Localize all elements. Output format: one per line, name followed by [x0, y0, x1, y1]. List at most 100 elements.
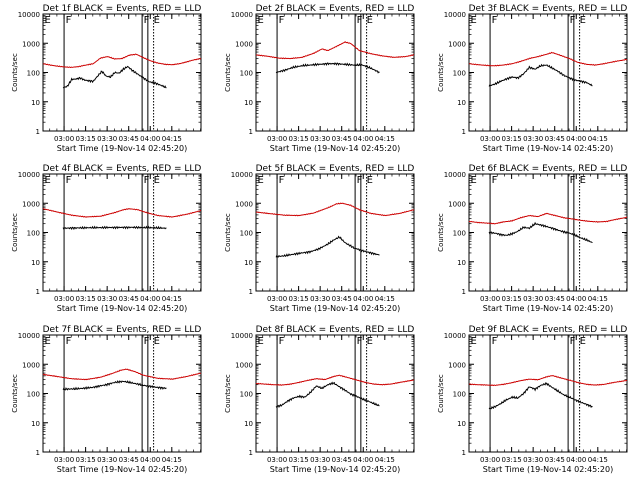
- x-tick-label: 03:15: [76, 456, 96, 464]
- x-tick-label: 03:45: [545, 135, 565, 143]
- event-marker-label: E: [45, 336, 51, 347]
- x-tick-label: 03:30: [310, 456, 330, 464]
- chart-title: Det 2f BLACK = Events, RED = LLD: [256, 4, 415, 14]
- y-tick-label: 1: [462, 449, 466, 457]
- event-marker-label: F: [570, 336, 576, 347]
- chart-title: Det 8f BLACK = Events, RED = LLD: [256, 325, 415, 335]
- events-series-line: [62, 380, 167, 391]
- y-tick-label: 1000: [22, 361, 40, 369]
- events-series-line: [62, 65, 167, 89]
- x-tick-label: 04:15: [588, 456, 608, 464]
- x-tick-label: 04:00: [140, 295, 160, 303]
- y-axis-label: Counts/sec: [437, 374, 445, 413]
- chart-panel-2: Det 2f BLACK = Events, RED = LLD 1 10 100 10…: [224, 4, 415, 153]
- event-marker-label: E: [580, 336, 586, 347]
- x-tick-label: 03:00: [480, 456, 500, 464]
- lld-series-line: [468, 375, 628, 387]
- chart-title: Det 7f BLACK = Events, RED = LLD: [43, 325, 202, 335]
- x-tick-label: 04:00: [353, 135, 373, 143]
- x-axis-label: Start Time (19-Nov-14 02:45:20): [57, 465, 187, 474]
- x-tick-label: 03:15: [76, 295, 96, 303]
- plot-frame: [42, 13, 202, 132]
- event-marker-label: F: [144, 336, 150, 347]
- plot-frame: [468, 13, 628, 132]
- x-tick-label: 03:00: [267, 295, 287, 303]
- x-tick-label: 03:15: [502, 456, 522, 464]
- x-tick-label: 03:00: [267, 135, 287, 143]
- event-marker-label: E: [367, 15, 373, 26]
- y-tick-label: 10: [244, 420, 253, 428]
- x-tick-label: 03:30: [97, 135, 117, 143]
- chart-title: Det 6f BLACK = Events, RED = LLD: [469, 164, 628, 174]
- y-tick-label: 1: [249, 288, 253, 296]
- x-axis-label: Start Time (19-Nov-14 02:45:20): [270, 304, 400, 313]
- event-marker-label: E: [471, 15, 477, 26]
- y-tick-label: 100: [27, 70, 40, 78]
- x-axis-label: Start Time (19-Nov-14 02:45:20): [57, 304, 187, 313]
- y-tick-label: 1: [36, 128, 40, 136]
- event-marker-label: F: [66, 175, 72, 186]
- event-marker-label: E: [258, 336, 264, 347]
- y-tick-label: 10000: [18, 171, 40, 179]
- x-axis-label: Start Time (19-Nov-14 02:45:20): [57, 144, 187, 153]
- x-tick-label: 03:45: [545, 295, 565, 303]
- x-tick-label: 03:45: [119, 135, 139, 143]
- event-marker-label: F: [144, 15, 150, 26]
- event-marker-label: E: [367, 175, 373, 186]
- x-tick-label: 03:30: [310, 135, 330, 143]
- x-tick-label: 03:45: [332, 135, 352, 143]
- y-tick-label: 1000: [448, 361, 466, 369]
- lld-series-line: [42, 208, 202, 218]
- y-tick-label: 100: [27, 230, 40, 238]
- y-tick-label: 1: [249, 449, 253, 457]
- chart-panel-8: Det 8f BLACK = Events, RED = LLD 1 10 100 10…: [224, 325, 415, 474]
- event-marker-label: E: [154, 336, 160, 347]
- events-series-line: [62, 225, 167, 231]
- x-tick-label: 03:15: [76, 135, 96, 143]
- x-tick-label: 03:45: [119, 295, 139, 303]
- y-tick-label: 1000: [448, 40, 466, 48]
- x-tick-label: 03:00: [267, 456, 287, 464]
- lld-series-line: [468, 212, 628, 225]
- chart-panel-1: Det 1f BLACK = Events, RED = LLD 1 10 100 10…: [11, 4, 202, 153]
- y-tick-label: 10: [457, 99, 466, 107]
- y-tick-label: 1: [36, 449, 40, 457]
- events-series-line: [275, 381, 380, 409]
- x-tick-label: 03:30: [97, 295, 117, 303]
- x-axis-label: Start Time (19-Nov-14 02:45:20): [270, 465, 400, 474]
- x-tick-label: 03:30: [310, 295, 330, 303]
- event-marker-label: E: [45, 175, 51, 186]
- x-tick-label: 03:30: [523, 135, 543, 143]
- event-marker-label: F: [279, 336, 285, 347]
- plot-frame: [255, 334, 415, 453]
- event-marker-label: E: [580, 15, 586, 26]
- y-tick-label: 1000: [22, 40, 40, 48]
- x-tick-label: 04:15: [375, 295, 395, 303]
- x-axis-label: Start Time (19-Nov-14 02:45:20): [483, 304, 613, 313]
- y-tick-label: 10000: [444, 171, 466, 179]
- x-tick-label: 03:30: [97, 456, 117, 464]
- lld-series-line: [42, 368, 202, 381]
- x-tick-label: 03:45: [332, 456, 352, 464]
- chart-title: Det 1f BLACK = Events, RED = LLD: [43, 4, 202, 14]
- x-tick-label: 04:00: [140, 456, 160, 464]
- plot-frame: [468, 334, 628, 453]
- y-axis-label: Counts/sec: [11, 213, 19, 252]
- y-tick-label: 100: [453, 230, 466, 238]
- lld-series-line: [255, 41, 415, 60]
- lld-series-line: [42, 53, 202, 69]
- y-axis-label: Counts/sec: [11, 374, 19, 413]
- chart-title: Det 4f BLACK = Events, RED = LLD: [43, 164, 202, 174]
- x-tick-label: 03:30: [523, 295, 543, 303]
- chart-title: Det 3f BLACK = Events, RED = LLD: [469, 4, 628, 14]
- x-axis-label: Start Time (19-Nov-14 02:45:20): [483, 465, 613, 474]
- x-tick-label: 04:15: [162, 456, 182, 464]
- x-tick-label: 03:15: [289, 456, 309, 464]
- event-marker-label: F: [570, 175, 576, 186]
- events-series-line: [275, 235, 380, 258]
- y-axis-label: Counts/sec: [224, 53, 232, 92]
- events-series-line: [275, 62, 380, 74]
- y-axis-label: Counts/sec: [437, 53, 445, 92]
- y-tick-label: 1000: [235, 200, 253, 208]
